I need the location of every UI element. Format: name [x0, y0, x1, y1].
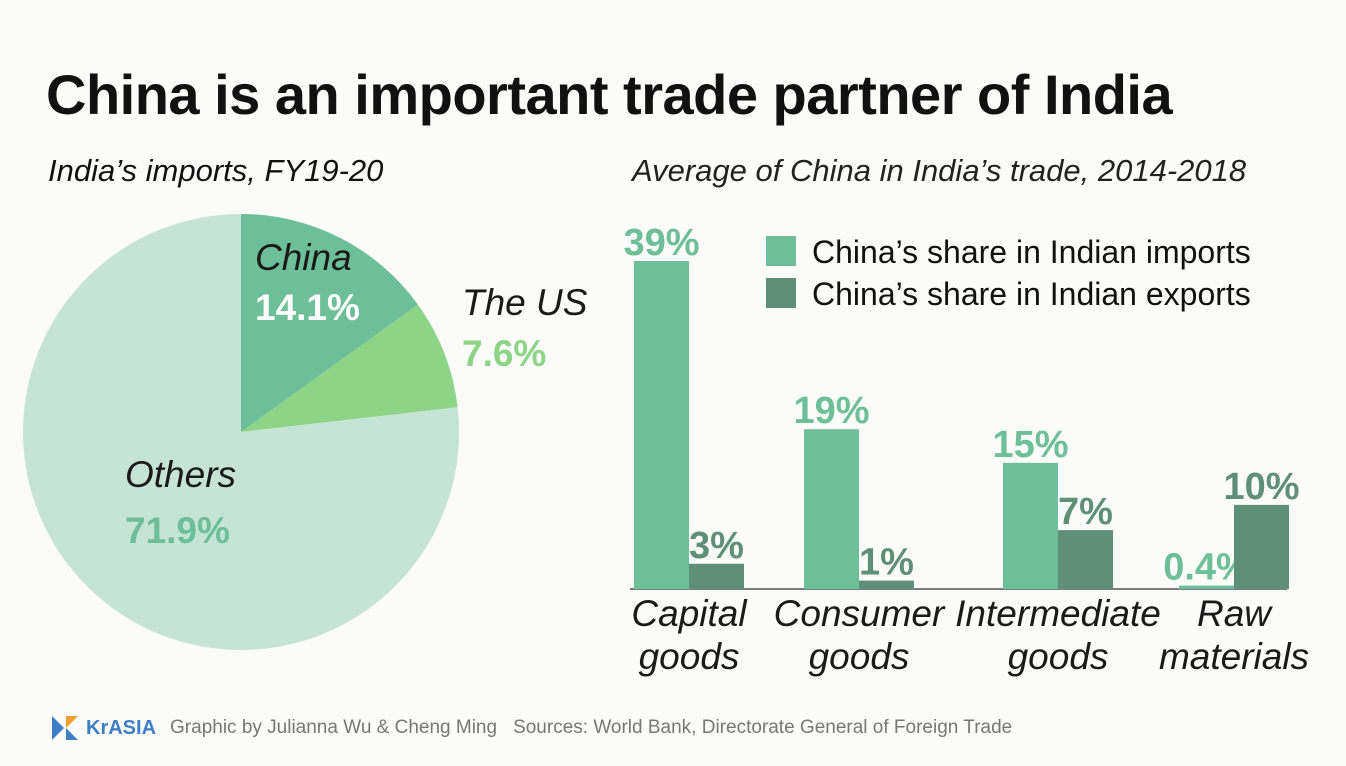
bar-imports-raw-materials	[1179, 585, 1234, 589]
pie-label-the-us: The US	[462, 282, 588, 323]
footer: KrASIA Graphic by Julianna Wu & Cheng Mi…	[50, 712, 1012, 744]
bar-imports-capital-goods	[634, 261, 689, 589]
category-label-consumer-goods-line-1: Consumer	[774, 593, 946, 634]
pie-chart-title: India’s imports, FY19-20	[48, 153, 384, 188]
bar-value-label-exports-raw-materials: 10%	[1223, 466, 1299, 508]
pie-slice-others	[23, 214, 460, 650]
bar-value-label-imports-intermediate-goods: 15%	[992, 424, 1068, 466]
category-label-intermediate-goods-line-2: goods	[1008, 636, 1109, 677]
bar-imports-consumer-goods	[804, 429, 859, 589]
category-label-raw-materials-line-2: materials	[1159, 636, 1309, 677]
bar-value-label-exports-capital-goods: 3%	[689, 525, 744, 567]
pie-label-china: China	[255, 237, 352, 278]
legend-label-imports: China’s share in Indian imports	[812, 234, 1251, 270]
category-label-intermediate-goods-line-1: Intermediate	[955, 593, 1161, 634]
pie-label-others: Others	[125, 454, 236, 495]
bar-exports-raw-materials	[1234, 504, 1289, 589]
pie-value-china: 14.1%	[255, 287, 360, 328]
chart-title: China is an important trade partner of I…	[46, 63, 1173, 126]
bar-value-label-exports-intermediate-goods: 7%	[1058, 491, 1113, 533]
bar-exports-capital-goods	[689, 563, 744, 589]
footer-credit: Graphic by Julianna Wu & Cheng Ming	[170, 717, 498, 738]
pie-slice-china	[241, 214, 418, 432]
legend-swatch-imports	[766, 236, 796, 266]
pie-slice-the-us	[241, 304, 458, 432]
pie-value-the-us: 7.6%	[462, 333, 546, 374]
bar-chart-title: Average of China in India’s trade, 2014-…	[632, 153, 1247, 188]
krasia-logo-icon	[52, 716, 78, 740]
category-label-consumer-goods-line-2: goods	[809, 636, 910, 677]
footer-sources: Sources: World Bank, Directorate General…	[513, 717, 1013, 738]
category-label-capital-goods-line-2: goods	[639, 636, 740, 677]
category-label-raw-materials-line-1: Raw	[1197, 593, 1273, 634]
bar-imports-intermediate-goods	[1003, 462, 1058, 589]
pie-value-others: 71.9%	[125, 510, 230, 551]
bar-value-label-imports-capital-goods: 39%	[623, 222, 699, 264]
legend-swatch-exports	[766, 278, 796, 308]
bar-exports-consumer-goods	[859, 580, 914, 589]
category-label-capital-goods-line-1: Capital	[631, 593, 748, 634]
krasia-logo-text: KrASIA	[86, 716, 157, 739]
bar-exports-intermediate-goods	[1058, 530, 1113, 589]
bar-value-label-imports-consumer-goods: 19%	[793, 390, 869, 432]
legend-label-exports: China’s share in Indian exports	[812, 276, 1251, 312]
bar-value-label-exports-consumer-goods: 1%	[859, 542, 914, 584]
